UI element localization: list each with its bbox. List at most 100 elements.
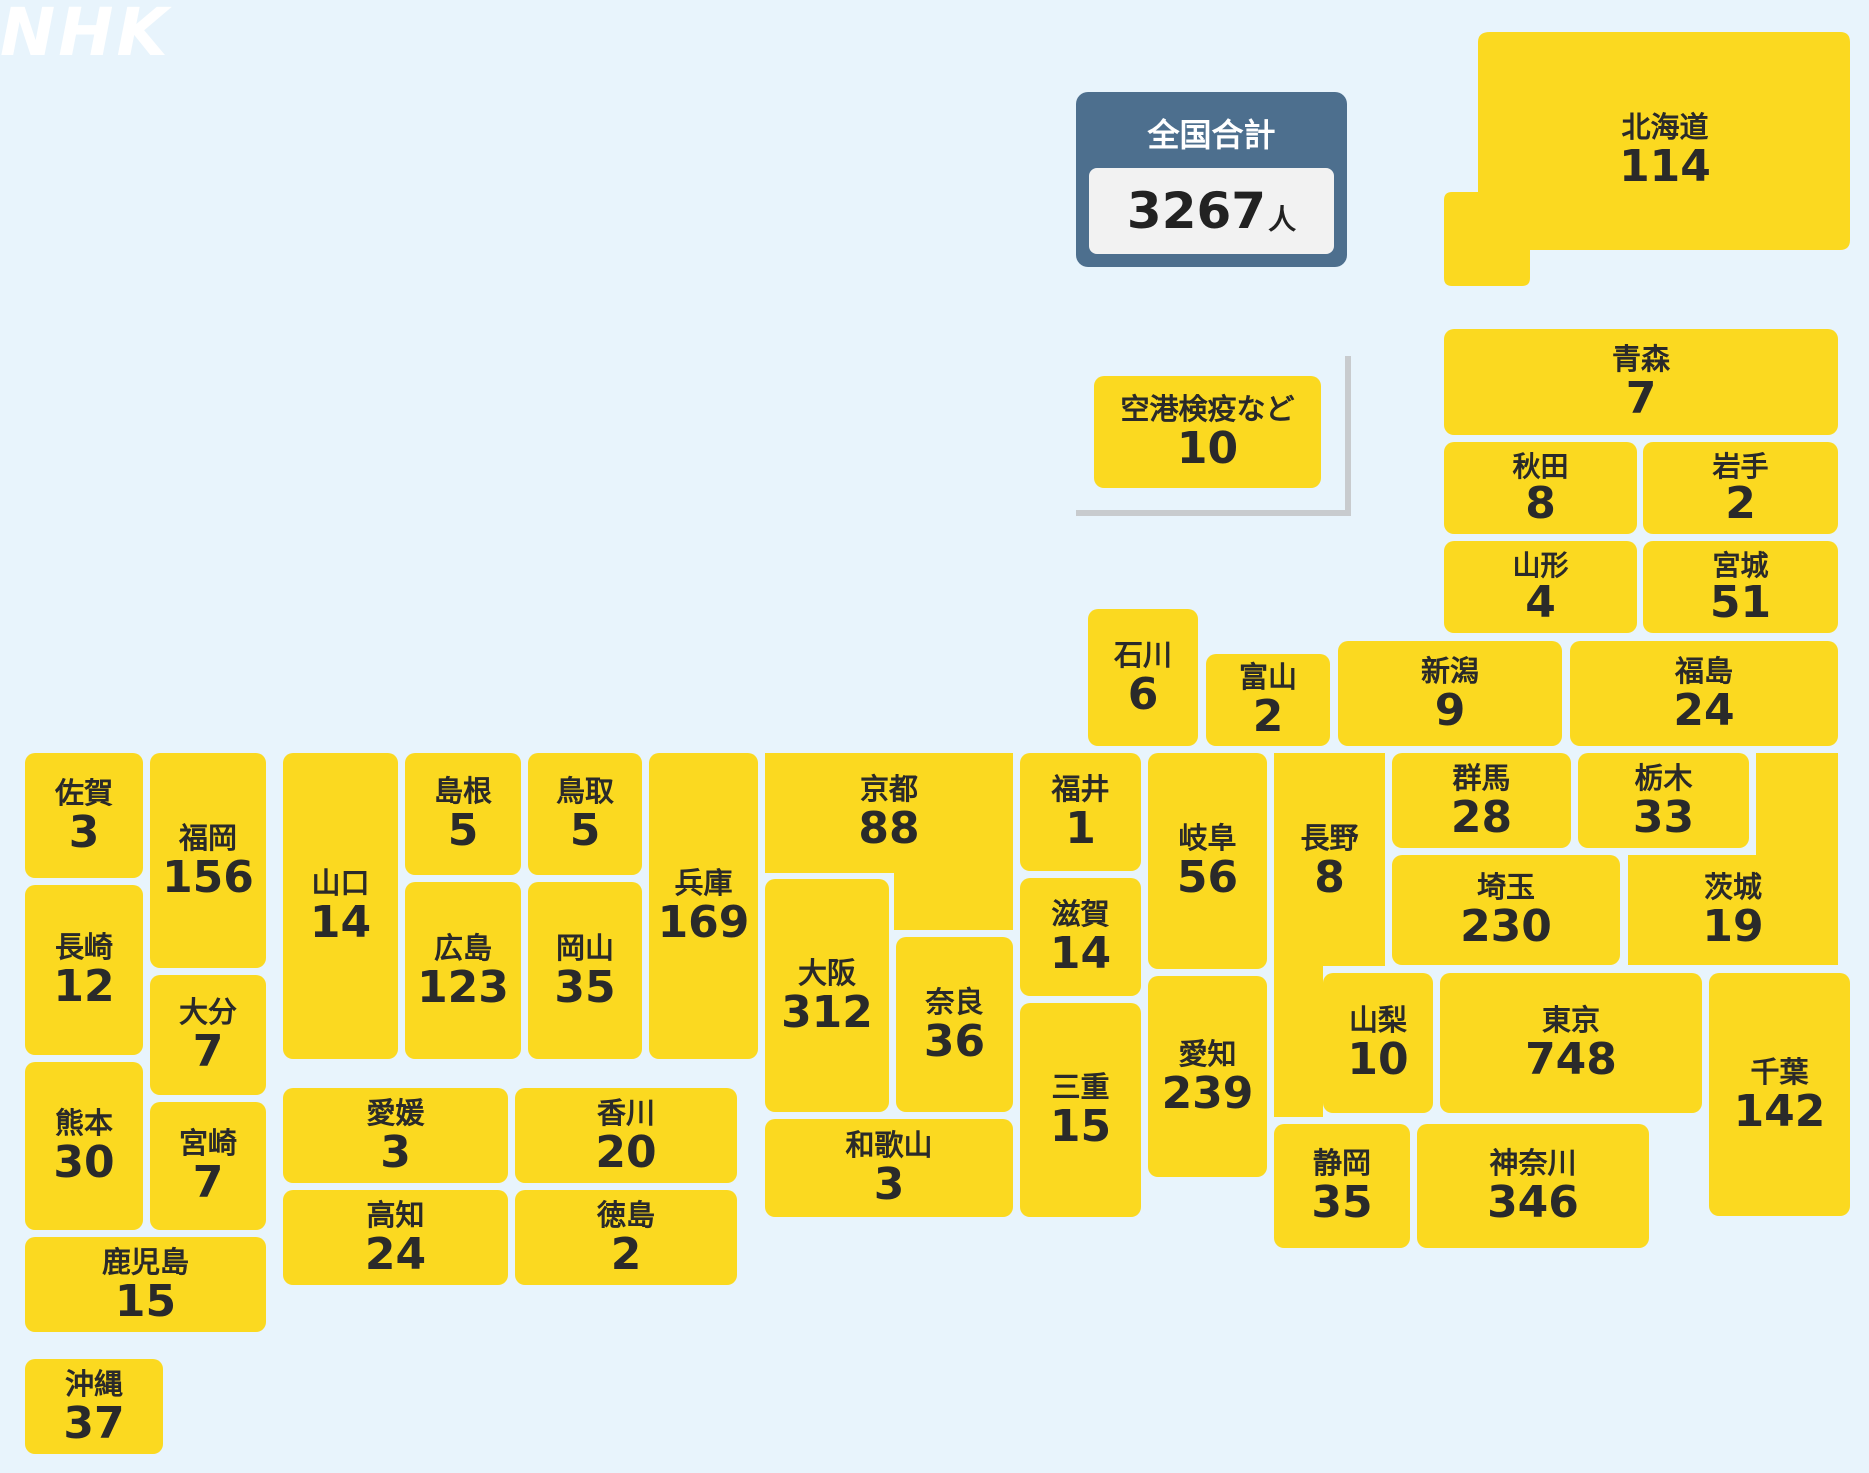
pref-count: 239 xyxy=(1161,1067,1254,1119)
pref-fukuoka[interactable]: 福岡 156 xyxy=(150,753,266,968)
pref-count: 748 xyxy=(1525,1034,1617,1085)
pref-nagasaki[interactable]: 長崎 12 xyxy=(25,885,143,1055)
pref-hiroshima[interactable]: 広島 123 xyxy=(405,882,521,1059)
pref-name: 大阪 xyxy=(797,955,856,990)
pref-name: 佐賀 xyxy=(54,775,113,810)
national-total-title: 全国合計 xyxy=(1147,116,1276,154)
pref-chiba[interactable]: 千葉 142 xyxy=(1709,973,1850,1216)
pref-count: 5 xyxy=(569,805,601,856)
pref-shizuoka[interactable]: 静岡 35 xyxy=(1274,1124,1410,1248)
pref-count: 20 xyxy=(595,1126,657,1178)
pref-count: 35 xyxy=(1311,1177,1373,1228)
pref-count: 30 xyxy=(53,1137,115,1188)
pref-yamanashi[interactable]: 山梨 10 xyxy=(1323,973,1433,1113)
pref-osaka[interactable]: 大阪 312 xyxy=(765,879,889,1112)
pref-name: 沖縄 xyxy=(64,1366,123,1401)
pref-saitama[interactable]: 埼玉 230 xyxy=(1392,855,1620,965)
pref-name: 宮城 xyxy=(1712,549,1769,582)
pref-okinawa[interactable]: 沖縄 37 xyxy=(25,1359,163,1454)
pref-name: 青森 xyxy=(1611,342,1670,376)
pref-count: 88 xyxy=(858,803,920,854)
pref-tokyo[interactable]: 東京 748 xyxy=(1440,973,1702,1113)
pref-count: 37 xyxy=(63,1397,125,1449)
pref-name: 北海道 xyxy=(1621,110,1709,144)
pref-kochi[interactable]: 高知 24 xyxy=(283,1190,508,1285)
pref-tottori[interactable]: 鳥取 5 xyxy=(528,753,642,875)
pref-okayama[interactable]: 岡山 35 xyxy=(528,882,642,1059)
pref-miyazaki[interactable]: 宮崎 7 xyxy=(150,1102,266,1230)
pref-nara[interactable]: 奈良 36 xyxy=(896,937,1013,1112)
pref-ehime[interactable]: 愛媛 3 xyxy=(283,1088,508,1183)
pref-name: 奈良 xyxy=(925,984,984,1019)
pref-count: 14 xyxy=(1049,928,1112,979)
pref-fukushima[interactable]: 福島 24 xyxy=(1570,641,1838,746)
airport-quarantine[interactable]: 空港検疫など 10 xyxy=(1094,376,1321,488)
pref-kagoshima[interactable]: 鹿児島 15 xyxy=(25,1237,266,1332)
pref-name: 岡山 xyxy=(555,930,614,965)
pref-gifu[interactable]: 岐阜 56 xyxy=(1148,753,1267,969)
pref-name: 福岡 xyxy=(178,820,237,855)
ibaraki-shape xyxy=(1628,753,1838,965)
pref-name: 山口 xyxy=(311,866,370,900)
pref-count: 35 xyxy=(554,961,616,1013)
pref-count: 9 xyxy=(1434,684,1466,736)
pref-name: 滋賀 xyxy=(1051,897,1110,931)
pref-akita[interactable]: 秋田 8 xyxy=(1444,442,1637,534)
pref-aomori[interactable]: 青森 7 xyxy=(1444,329,1838,435)
national-total-value-box: 3267 人 xyxy=(1089,168,1334,254)
pref-kyoto[interactable]: 京都 88 xyxy=(765,753,1013,871)
pref-ishikawa[interactable]: 石川 6 xyxy=(1088,609,1198,746)
pref-count: 6 xyxy=(1127,668,1159,720)
pref-name: 福井 xyxy=(1051,772,1110,806)
pref-oita[interactable]: 大分 7 xyxy=(150,975,266,1095)
pref-saga[interactable]: 佐賀 3 xyxy=(25,753,143,878)
pref-name: 高知 xyxy=(366,1197,425,1232)
pref-name: 群馬 xyxy=(1452,760,1511,795)
pref-count: 15 xyxy=(114,1275,177,1327)
airport-quarantine-name: 空港検疫など xyxy=(1120,392,1295,426)
pref-name: 熊本 xyxy=(54,1106,113,1140)
pref-count: 156 xyxy=(162,851,254,903)
pref-name: 新潟 xyxy=(1420,653,1479,688)
pref-hyogo[interactable]: 兵庫 169 xyxy=(649,753,758,1059)
pref-name: 広島 xyxy=(433,930,492,965)
pref-count: 14 xyxy=(309,897,372,948)
pref-fukui[interactable]: 福井 1 xyxy=(1020,753,1141,871)
national-total-unit: 人 xyxy=(1268,203,1297,236)
pref-ibaraki[interactable]: 茨城 19 xyxy=(1628,855,1838,965)
pref-count: 312 xyxy=(781,986,873,1038)
pref-tochigi[interactable]: 栃木 33 xyxy=(1578,753,1749,848)
pref-kumamoto[interactable]: 熊本 30 xyxy=(25,1062,143,1230)
airport-quarantine-frame xyxy=(1076,356,1351,516)
pref-count: 10 xyxy=(1347,1034,1409,1085)
pref-shiga[interactable]: 滋賀 14 xyxy=(1020,878,1141,996)
pref-name: 神奈川 xyxy=(1489,1146,1577,1180)
pref-wakayama[interactable]: 和歌山 3 xyxy=(765,1119,1013,1217)
pref-yamaguchi[interactable]: 山口 14 xyxy=(283,753,398,1059)
pref-mie[interactable]: 三重 15 xyxy=(1020,1003,1141,1217)
pref-count: 56 xyxy=(1176,852,1239,903)
pref-nagano[interactable]: 長野 8 xyxy=(1274,753,1385,968)
pref-count: 1 xyxy=(1065,803,1096,854)
pref-aichi[interactable]: 愛知 239 xyxy=(1148,976,1267,1177)
pref-count: 7 xyxy=(192,1157,224,1208)
pref-name: 静岡 xyxy=(1312,1146,1371,1180)
pref-yamagata[interactable]: 山形 4 xyxy=(1444,541,1637,633)
pref-miyagi[interactable]: 宮城 51 xyxy=(1643,541,1838,633)
pref-kagawa[interactable]: 香川 20 xyxy=(515,1088,737,1183)
pref-hokkaido[interactable]: 北海道 114 xyxy=(1560,100,1770,200)
pref-name: 長野 xyxy=(1300,820,1359,855)
pref-toyama[interactable]: 富山 2 xyxy=(1206,654,1330,746)
national-total-panel: 全国合計 3267 人 xyxy=(1076,92,1347,267)
pref-name: 島根 xyxy=(433,774,492,808)
pref-count: 15 xyxy=(1049,1101,1112,1152)
pref-tokushima[interactable]: 徳島 2 xyxy=(515,1190,737,1285)
pref-count: 142 xyxy=(1733,1085,1826,1137)
pref-shimane[interactable]: 島根 5 xyxy=(405,753,521,875)
pref-gunma[interactable]: 群馬 28 xyxy=(1392,753,1571,848)
pref-name: 愛知 xyxy=(1178,1036,1237,1071)
pref-count: 114 xyxy=(1619,141,1711,192)
pref-kanagawa[interactable]: 神奈川 346 xyxy=(1417,1124,1649,1248)
pref-niigata[interactable]: 新潟 9 xyxy=(1338,641,1562,746)
pref-iwate[interactable]: 岩手 2 xyxy=(1643,442,1838,534)
